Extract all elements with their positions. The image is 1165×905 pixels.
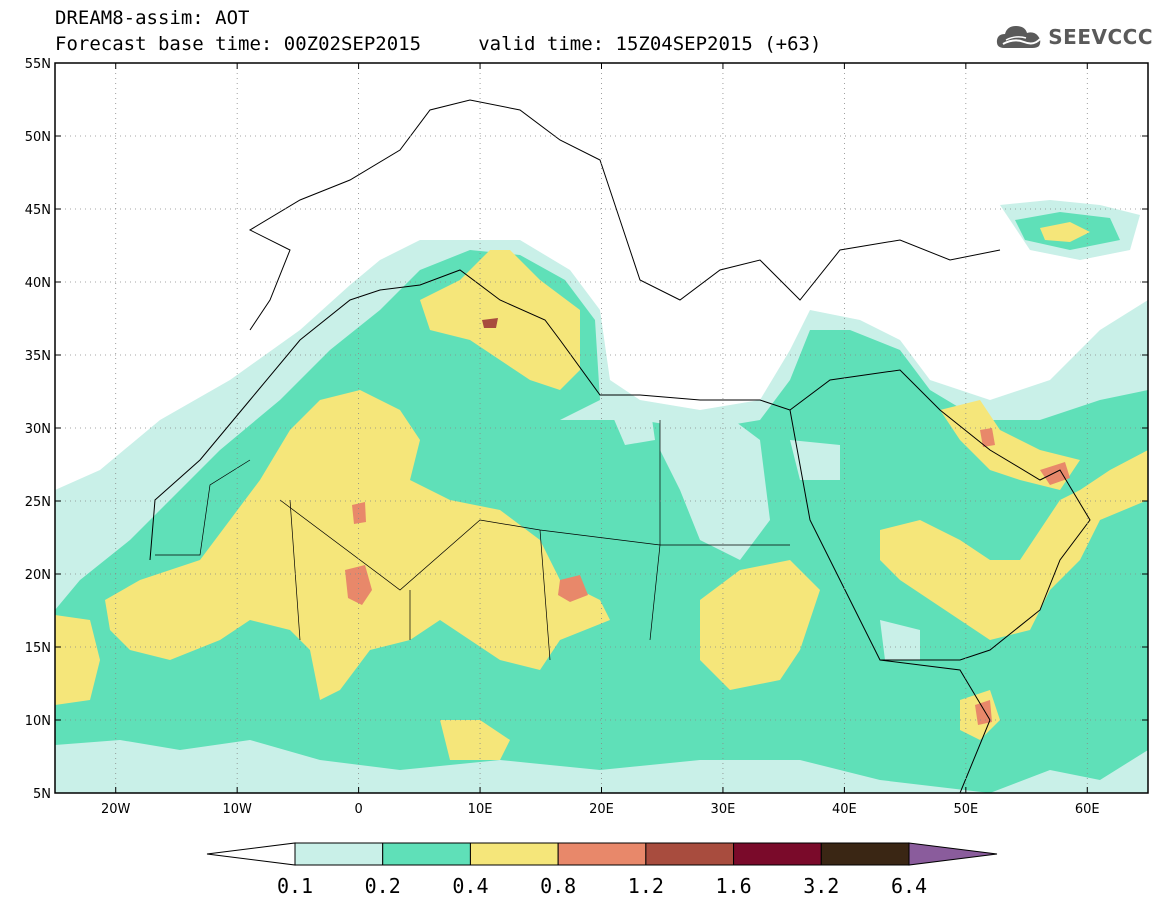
colorbar-level-label: 0.1 <box>277 874 313 898</box>
colorbar-level-label: 1.2 <box>628 874 664 898</box>
colorbar-swatch <box>294 842 384 866</box>
aot-contour-peak <box>558 575 588 602</box>
border-lines <box>155 420 790 661</box>
colorbar-swatch <box>382 842 471 866</box>
lon-tick-label: 10W <box>222 802 252 817</box>
arabia-coastline <box>789 369 1091 661</box>
lat-axis: 55N 50N 45N 40N 35N 30N 25N 20N 15N 10N 5N <box>25 57 1148 802</box>
europe-coastline <box>248 99 1001 331</box>
lat-tick-label: 5N <box>33 787 51 802</box>
lat-tick-label: 50N <box>25 130 51 145</box>
aot-contour-high <box>440 720 510 760</box>
aot-contour-peak <box>482 318 498 328</box>
map-title: DREAM8-assim: AOT <box>55 7 250 29</box>
aot-contour-low <box>880 620 920 660</box>
lon-tick-label: 20E <box>589 802 614 817</box>
aot-contour-high <box>105 390 610 700</box>
cloud-icon <box>997 26 1042 48</box>
aot-field <box>55 200 1148 793</box>
colorbar: 0.1 0.2 0.4 0.8 1.2 1.6 3.2 6.4 <box>206 842 998 898</box>
lat-tick-label: 35N <box>25 349 51 364</box>
colorbar-over-arrow <box>908 842 998 866</box>
colorbar-swatch <box>733 842 822 866</box>
aot-contour-high <box>55 615 100 705</box>
aot-contour-low <box>610 405 655 445</box>
lat-tick-label: 55N <box>25 57 51 72</box>
aot-contour-high <box>700 560 820 690</box>
colorbar-level-label: 0.4 <box>452 874 488 898</box>
africa-coastline <box>149 269 991 793</box>
lat-tick-label: 25N <box>25 495 51 510</box>
lat-tick-label: 15N <box>25 641 51 656</box>
lat-tick-label: 10N <box>25 714 51 729</box>
colorbar-swatch <box>469 842 559 866</box>
gridlines <box>55 63 1148 793</box>
aot-contour-peak <box>975 700 992 725</box>
lon-tick-label: 10E <box>468 802 493 817</box>
aot-contour-peak <box>980 428 995 447</box>
lon-tick-label: 30E <box>711 802 736 817</box>
aot-contour-low <box>660 410 770 560</box>
aot-contour-low <box>790 440 840 480</box>
lat-tick-label: 30N <box>25 422 51 437</box>
lon-tick-label: 60E <box>1075 802 1100 817</box>
colorbar-under-arrow <box>206 842 296 866</box>
lon-axis: 20W 10W 0 10E 20E 30E 40E 50E 60E <box>101 63 1100 817</box>
aot-contour-high <box>1040 222 1090 242</box>
colorbar-swatch <box>557 842 647 866</box>
lon-tick-label: 50E <box>953 802 978 817</box>
colorbar-swatch <box>645 842 735 866</box>
forecast-time-line: Forecast base time: 00Z02SEP2015 valid t… <box>55 33 822 55</box>
aot-contour-peak <box>1040 462 1070 485</box>
coastlines <box>149 99 1091 793</box>
lat-tick-label: 45N <box>25 203 51 218</box>
colorbar-swatch <box>820 842 910 866</box>
lat-tick-label: 20N <box>25 568 51 583</box>
colorbar-level-label: 6.4 <box>891 874 927 898</box>
lat-tick-label: 40N <box>25 276 51 291</box>
lon-tick-label: 40E <box>832 802 857 817</box>
aot-contour-high <box>880 450 1148 640</box>
colorbar-level-label: 0.8 <box>540 874 576 898</box>
colorbar-level-label: 3.2 <box>803 874 839 898</box>
logo-text: SEEVCCC <box>1048 25 1153 49</box>
lon-tick-label: 20W <box>101 802 131 817</box>
aot-contour-peak <box>345 565 372 605</box>
colorbar-level-label: 0.2 <box>365 874 401 898</box>
lon-tick-label: 0 <box>354 802 362 817</box>
seevccc-logo: SEEVCCC <box>994 22 1153 52</box>
colorbar-level-label: 1.6 <box>716 874 752 898</box>
aot-contour-high <box>940 400 1080 490</box>
